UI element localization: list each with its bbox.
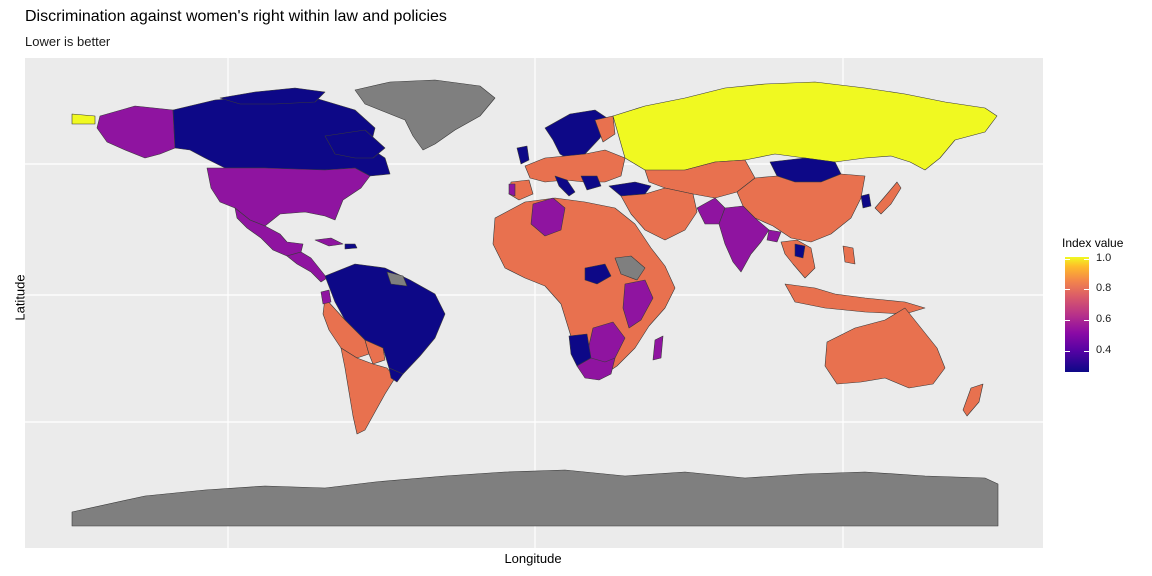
region-alaska: [96, 105, 176, 159]
region-indochina: [780, 239, 816, 279]
region-algeria-libya: [530, 197, 566, 237]
region-central-africa: [584, 263, 612, 285]
region-finland: [594, 115, 616, 143]
legend-tick-mark-4: [1065, 351, 1089, 352]
chart-title: Discrimination against women's right wit…: [25, 8, 447, 25]
legend-title: Index value: [1062, 236, 1124, 250]
region-bolivia: [364, 339, 386, 365]
region-turkey: [608, 181, 652, 197]
region-australia: [824, 307, 946, 389]
region-portugal: [508, 183, 516, 197]
region-chile-argentina: [340, 347, 396, 435]
region-indonesia: [784, 283, 926, 315]
region-bangladesh: [766, 229, 782, 243]
region-hispaniola: [344, 243, 358, 250]
map-panel: [25, 58, 1043, 548]
region-usa: [206, 167, 371, 227]
region-western-europe: [524, 149, 626, 183]
region-laos: [794, 243, 806, 259]
region-scandinavia: [544, 109, 611, 163]
region-uk: [516, 145, 530, 165]
region-greenland: [354, 79, 496, 151]
region-madagascar: [652, 335, 664, 361]
region-india: [718, 205, 770, 273]
region-middle-east: [620, 187, 698, 241]
legend-tick-label: 0.4: [1096, 344, 1112, 356]
region-antarctica: [71, 469, 999, 527]
region-ecuador: [320, 289, 332, 305]
legend-tick-mark-1: [1065, 259, 1089, 260]
region-cuba: [314, 237, 344, 247]
legend-tick-label: 1.0: [1096, 252, 1112, 264]
region-labrador: [324, 129, 386, 159]
x-axis-label: Longitude: [504, 551, 562, 566]
legend-tick-label: 0.8: [1096, 282, 1112, 294]
region-east-africa: [622, 279, 654, 329]
legend-colorbar: [1065, 257, 1089, 372]
region-new-zealand: [962, 383, 984, 417]
region-korea: [860, 193, 872, 209]
region-japan: [874, 181, 902, 215]
region-chukotka: [71, 113, 96, 125]
chart-subtitle: Lower is better: [25, 34, 111, 49]
legend-tick-mark-2: [1065, 289, 1089, 290]
region-canada-islands: [219, 87, 326, 105]
region-south-africa: [576, 357, 616, 381]
region-philippines: [842, 245, 856, 265]
region-africa: [492, 197, 676, 379]
region-guianas: [386, 271, 408, 287]
legend: Index value 1.0 0.8 0.6 0.4: [1062, 236, 1146, 376]
region-italy: [554, 175, 576, 197]
region-balkans: [580, 175, 602, 191]
region-sudan-horn: [614, 255, 646, 281]
legend-tick-mark-3: [1065, 320, 1089, 321]
region-china: [736, 173, 866, 243]
region-uruguay: [388, 367, 404, 383]
legend-tick-label: 0.6: [1096, 313, 1112, 325]
